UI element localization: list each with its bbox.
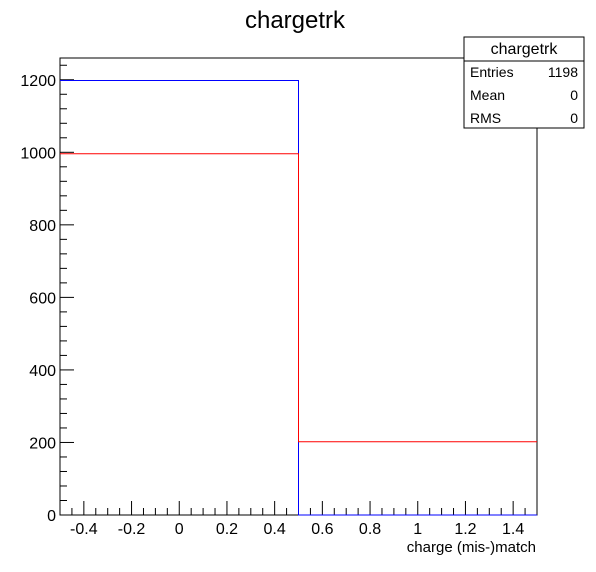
series-layer xyxy=(60,80,537,515)
x-tick-label: 0 xyxy=(175,521,184,538)
chart-title: chargetrk xyxy=(245,7,346,34)
y-tick-label: 600 xyxy=(29,290,56,307)
stats-mean-value: 0 xyxy=(570,87,578,103)
x-tick-label: 0.4 xyxy=(264,521,286,538)
x-tick-label: 1.4 xyxy=(502,521,524,538)
stats-mean-label: Mean xyxy=(470,87,505,103)
histogram-series-2 xyxy=(60,154,537,442)
y-tick-label: 800 xyxy=(29,218,56,235)
stats-rms-label: RMS xyxy=(470,110,501,126)
stats-entries-value: 1198 xyxy=(548,64,578,80)
y-tick-label: 400 xyxy=(29,363,56,380)
x-tick-label: 0.2 xyxy=(216,521,238,538)
stats-box: chargetrk Entries 1198 Mean 0 RMS 0 xyxy=(464,37,584,128)
y-tick-label: 1000 xyxy=(20,145,56,162)
y-tick-label: 200 xyxy=(29,435,56,452)
stats-box-title: chargetrk xyxy=(491,41,559,58)
y-tick-label: 0 xyxy=(47,508,56,525)
x-tick-label: 0.8 xyxy=(359,521,381,538)
x-tick-label: 0.6 xyxy=(311,521,333,538)
stats-rms-value: 0 xyxy=(570,110,578,126)
x-tick-label: -0.4 xyxy=(70,521,98,538)
stats-entries-label: Entries xyxy=(470,64,514,80)
axis-tick-labels: -0.4 -0.2 0 0.2 0.4 0.6 0.8 1 1.2 1.4 0 200 400 600 80… xyxy=(20,73,524,538)
x-tick-label: 1.2 xyxy=(454,521,476,538)
y-tick-label: 1200 xyxy=(20,73,56,90)
x-tick-label: 1 xyxy=(413,521,422,538)
x-tick-label: -0.2 xyxy=(118,521,146,538)
x-axis-label: charge (mis-)match xyxy=(407,539,536,556)
